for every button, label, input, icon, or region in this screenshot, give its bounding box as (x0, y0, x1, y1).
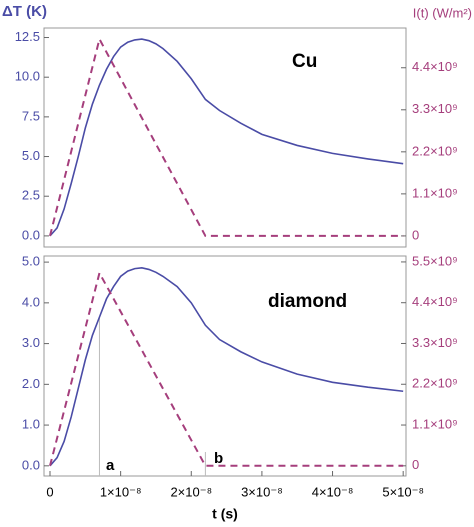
x-axis-label: t (s) (212, 506, 238, 522)
y-tick-label: 12.5 (15, 29, 40, 44)
y-tick-label: 4.0 (22, 294, 40, 309)
intensity-line (49, 36, 404, 237)
y2-tick-label: 3.3×10⁹ (412, 335, 458, 350)
y2-tick-label: 0 (412, 457, 419, 472)
y-tick-label: 10.0 (15, 69, 40, 84)
y-tick-label: 0.0 (22, 457, 40, 472)
y2-tick-label: 1.1×10⁹ (412, 416, 458, 431)
y2-tick-label: 4.4×10⁹ (412, 294, 458, 309)
y2-tick-label: 0 (412, 227, 419, 242)
y-tick-label: 2.5 (22, 188, 40, 203)
x-tick-label: 1×10⁻⁸ (100, 484, 142, 499)
annotation: Cu (292, 51, 317, 72)
y2-tick-label: 5.5×10⁹ (412, 253, 458, 268)
annotation: a (106, 457, 115, 474)
y2-tick-label: 2.2×10⁹ (412, 143, 458, 158)
y-tick-label: 2.0 (22, 376, 40, 391)
y2-tick-label: 4.4×10⁹ (412, 59, 458, 74)
temperature-line (49, 38, 404, 237)
y2-tick-label: 3.3×10⁹ (412, 101, 458, 116)
y-tick-label: 5.0 (22, 254, 40, 269)
y-tick-label: 7.5 (22, 108, 40, 123)
x-tick-label: 4×10⁻⁸ (312, 484, 354, 499)
y2-tick-label: 2.2×10⁹ (412, 376, 458, 391)
intensity-line (49, 270, 404, 467)
plot-frame (43, 27, 407, 248)
annotation: b (214, 450, 223, 467)
annotation: diamond (268, 291, 347, 312)
temperature-line (49, 266, 404, 467)
x-tick-label: 0 (46, 484, 53, 499)
y-tick-label: 0.0 (22, 227, 40, 242)
y-tick-label: 1.0 (22, 417, 40, 432)
x-tick-label: 5×10⁻⁸ (382, 484, 424, 499)
plot-frame (43, 255, 407, 477)
y-tick-label: 3.0 (22, 335, 40, 350)
x-tick-label: 3×10⁻⁸ (241, 484, 283, 499)
x-tick-label: 2×10⁻⁸ (170, 484, 212, 499)
y-axis-label: ΔT (K) (2, 3, 47, 20)
y2-axis-label: I(t) (W/m²) (413, 5, 472, 20)
y2-tick-label: 1.1×10⁹ (412, 185, 458, 200)
y-tick-label: 5.0 (22, 148, 40, 163)
